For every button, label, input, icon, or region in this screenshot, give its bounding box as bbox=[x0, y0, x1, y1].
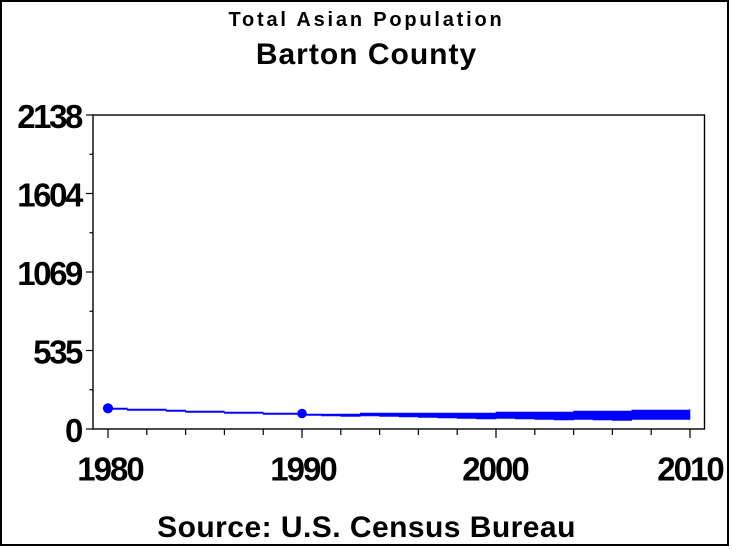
svg-text:1604: 1604 bbox=[17, 177, 84, 214]
svg-text:2138: 2138 bbox=[17, 98, 83, 135]
svg-text:535: 535 bbox=[33, 334, 83, 371]
svg-text:1990: 1990 bbox=[270, 451, 336, 488]
svg-text:1980: 1980 bbox=[77, 451, 143, 488]
svg-text:2000: 2000 bbox=[462, 451, 528, 488]
svg-text:2010: 2010 bbox=[657, 451, 723, 488]
svg-text:0: 0 bbox=[65, 412, 82, 449]
svg-text:1069: 1069 bbox=[17, 255, 83, 292]
